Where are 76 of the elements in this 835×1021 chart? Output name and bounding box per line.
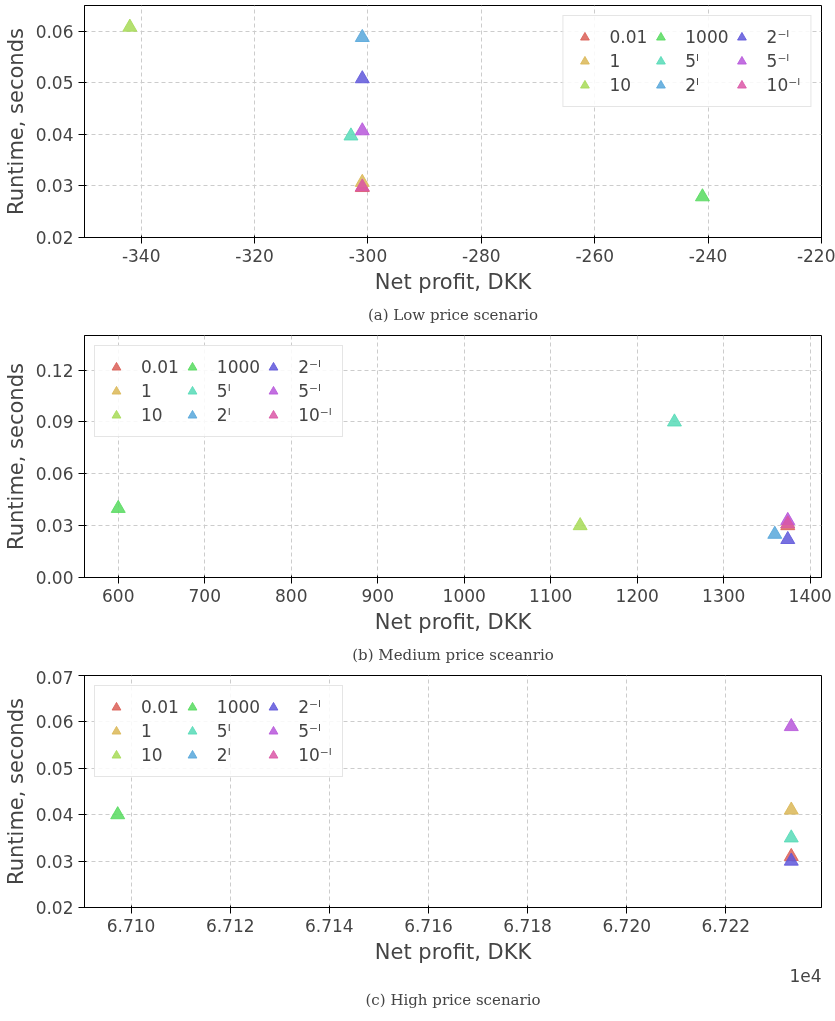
legend-label: 2⁻ˡ xyxy=(298,357,321,377)
y-tick-label: 0.06 xyxy=(35,712,74,733)
y-tick-label: 0.02 xyxy=(35,898,74,918)
x-tick-label: 1400 xyxy=(788,585,832,606)
x-tick-label: 1100 xyxy=(529,585,573,606)
y-tick-label: 0.06 xyxy=(35,464,74,485)
legend-label: 5ˡ xyxy=(216,721,232,741)
legend-label: 1000 xyxy=(216,697,261,717)
legend-label: 1000 xyxy=(685,27,729,47)
x-axis-title: Net profit, DKK xyxy=(374,609,533,634)
text: (b) Medium price sceanrio xyxy=(352,645,554,664)
x-axis-title: Net profit, DKK xyxy=(374,269,533,294)
legend-label: 1000 xyxy=(216,357,261,377)
legend-label: 5⁻ˡ xyxy=(766,51,790,71)
legend-label: 2⁻ˡ xyxy=(766,27,790,47)
y-tick-label: 0.07 xyxy=(35,667,74,688)
y-tick-label: 0.05 xyxy=(35,73,74,94)
legend-label: 10⁻ˡ xyxy=(298,745,332,765)
x-tick-label: 1000 xyxy=(442,585,486,606)
legend-label: 2ˡ xyxy=(216,745,232,765)
x-tick-label: 6.716 xyxy=(404,915,453,936)
text: (a) Low price scenario xyxy=(367,305,539,324)
x-tick-label: 700 xyxy=(188,585,221,606)
x-tick-label: 6.712 xyxy=(205,915,255,936)
legend-label: 0.01 xyxy=(141,697,179,717)
x-tick-label: 800 xyxy=(275,585,308,606)
y-tick-label: 0.04 xyxy=(35,124,74,145)
y-tick-label: 0.03 xyxy=(35,516,74,537)
y-tick-label: 0.04 xyxy=(35,805,74,826)
y-tick-label: 0.09 xyxy=(35,412,74,433)
x-tick-label: -240 xyxy=(688,245,728,266)
x-tick-label: 1300 xyxy=(702,585,746,606)
legend-label: 2⁻ˡ xyxy=(298,697,321,717)
y-tick-label: 0.02 xyxy=(35,228,74,248)
legend-label: 10 xyxy=(141,405,163,425)
y-axis-title: Runtime, seconds xyxy=(3,698,28,885)
legend-label: 5⁻ˡ xyxy=(298,721,321,741)
x-tick-label: -280 xyxy=(462,245,501,266)
x-tick-label: 1200 xyxy=(615,585,659,606)
y-tick-label: 0.03 xyxy=(35,851,74,872)
x-tick-label: -260 xyxy=(575,245,615,266)
x-tick-label: 900 xyxy=(361,585,394,606)
legend-label: 1 xyxy=(141,721,153,741)
y-tick-label: 0.06 xyxy=(35,21,74,42)
legend-label: 0.01 xyxy=(141,357,179,377)
x-tick-label: 600 xyxy=(102,585,135,606)
text: (c) High price scenario xyxy=(365,990,541,1009)
legend-label: 10 xyxy=(609,75,632,95)
x-tick-label: -340 xyxy=(121,245,161,266)
x-tick-label: -220 xyxy=(796,245,835,266)
x-tick-label: 6.722 xyxy=(701,915,751,936)
text: 1e4 xyxy=(789,965,822,986)
x-axis-title: Net profit, DKK xyxy=(374,939,533,964)
legend-label: 0.01 xyxy=(609,27,648,47)
x-tick-label: 6.718 xyxy=(503,915,552,936)
legend-label: 1 xyxy=(609,51,622,71)
legend-label: 5ˡ xyxy=(685,51,700,71)
legend-label: 2ˡ xyxy=(216,405,232,425)
y-tick-label: 0.12 xyxy=(35,360,74,381)
legend-label: 10⁻ˡ xyxy=(766,75,800,95)
legend-label: 1 xyxy=(141,381,153,401)
x-tick-label: 6.710 xyxy=(106,915,156,936)
legend-label: 10 xyxy=(141,745,163,765)
legend-label: 5ˡ xyxy=(216,381,232,401)
y-axis-title: Runtime, seconds xyxy=(3,28,28,215)
y-axis-title: Runtime, seconds xyxy=(3,363,28,550)
legend-label: 10⁻ˡ xyxy=(298,405,332,425)
y-tick-label: 0.03 xyxy=(35,176,74,197)
x-tick-label: -320 xyxy=(235,245,274,266)
y-tick-label: 0.05 xyxy=(35,758,74,779)
x-tick-label: 6.714 xyxy=(305,915,354,936)
legend-label: 2ˡ xyxy=(685,75,700,95)
x-tick-label: 6.720 xyxy=(602,915,652,936)
x-tick-label: -300 xyxy=(348,245,388,266)
y-tick-label: 0.00 xyxy=(35,568,74,588)
legend-label: 5⁻ˡ xyxy=(298,381,321,401)
